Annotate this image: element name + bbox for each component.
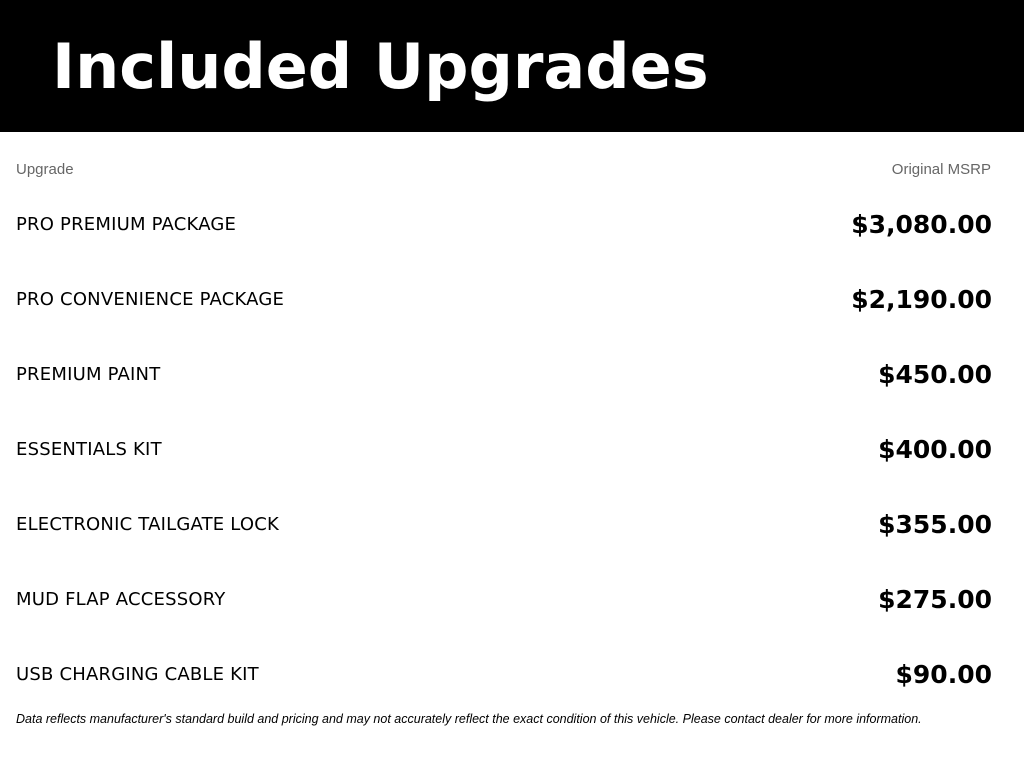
disclaimer: Data reflects manufacturer's standard bu…	[16, 712, 922, 726]
table-row: PRO CONVENIENCE PACKAGE $2,190.00	[16, 279, 992, 319]
upgrade-price: $450.00	[878, 359, 992, 389]
upgrade-name: ESSENTIALS KIT	[16, 438, 162, 460]
upgrade-name: ELECTRONIC TAILGATE LOCK	[16, 513, 280, 535]
upgrade-price: $275.00	[878, 584, 992, 614]
table-row: PRO PREMIUM PACKAGE $3,080.00	[16, 204, 992, 244]
upgrade-price: $355.00	[878, 509, 992, 539]
upgrade-price: $400.00	[878, 434, 992, 464]
table-row: USB CHARGING CABLE KIT $90.00	[16, 654, 992, 694]
upgrade-name: USB CHARGING CABLE KIT	[16, 663, 259, 685]
column-header-upgrade: Upgrade	[16, 161, 74, 178]
header: Included Upgrades	[0, 0, 1024, 132]
table-row: ESSENTIALS KIT $400.00	[16, 429, 992, 469]
upgrade-price: $3,080.00	[851, 209, 992, 239]
upgrade-name: PREMIUM PAINT	[16, 363, 161, 385]
table-row: MUD FLAP ACCESSORY $275.00	[16, 579, 992, 619]
page-title: Included Upgrades	[52, 30, 709, 103]
upgrade-price: $2,190.00	[851, 284, 992, 314]
upgrade-name: PRO CONVENIENCE PACKAGE	[16, 288, 285, 310]
table-row: ELECTRONIC TAILGATE LOCK $355.00	[16, 504, 992, 544]
upgrade-price: $90.00	[895, 659, 992, 689]
table-row: PREMIUM PAINT $450.00	[16, 354, 992, 394]
upgrade-name: PRO PREMIUM PACKAGE	[16, 213, 237, 235]
upgrade-name: MUD FLAP ACCESSORY	[16, 588, 226, 610]
column-header-msrp: Original MSRP	[891, 161, 991, 178]
